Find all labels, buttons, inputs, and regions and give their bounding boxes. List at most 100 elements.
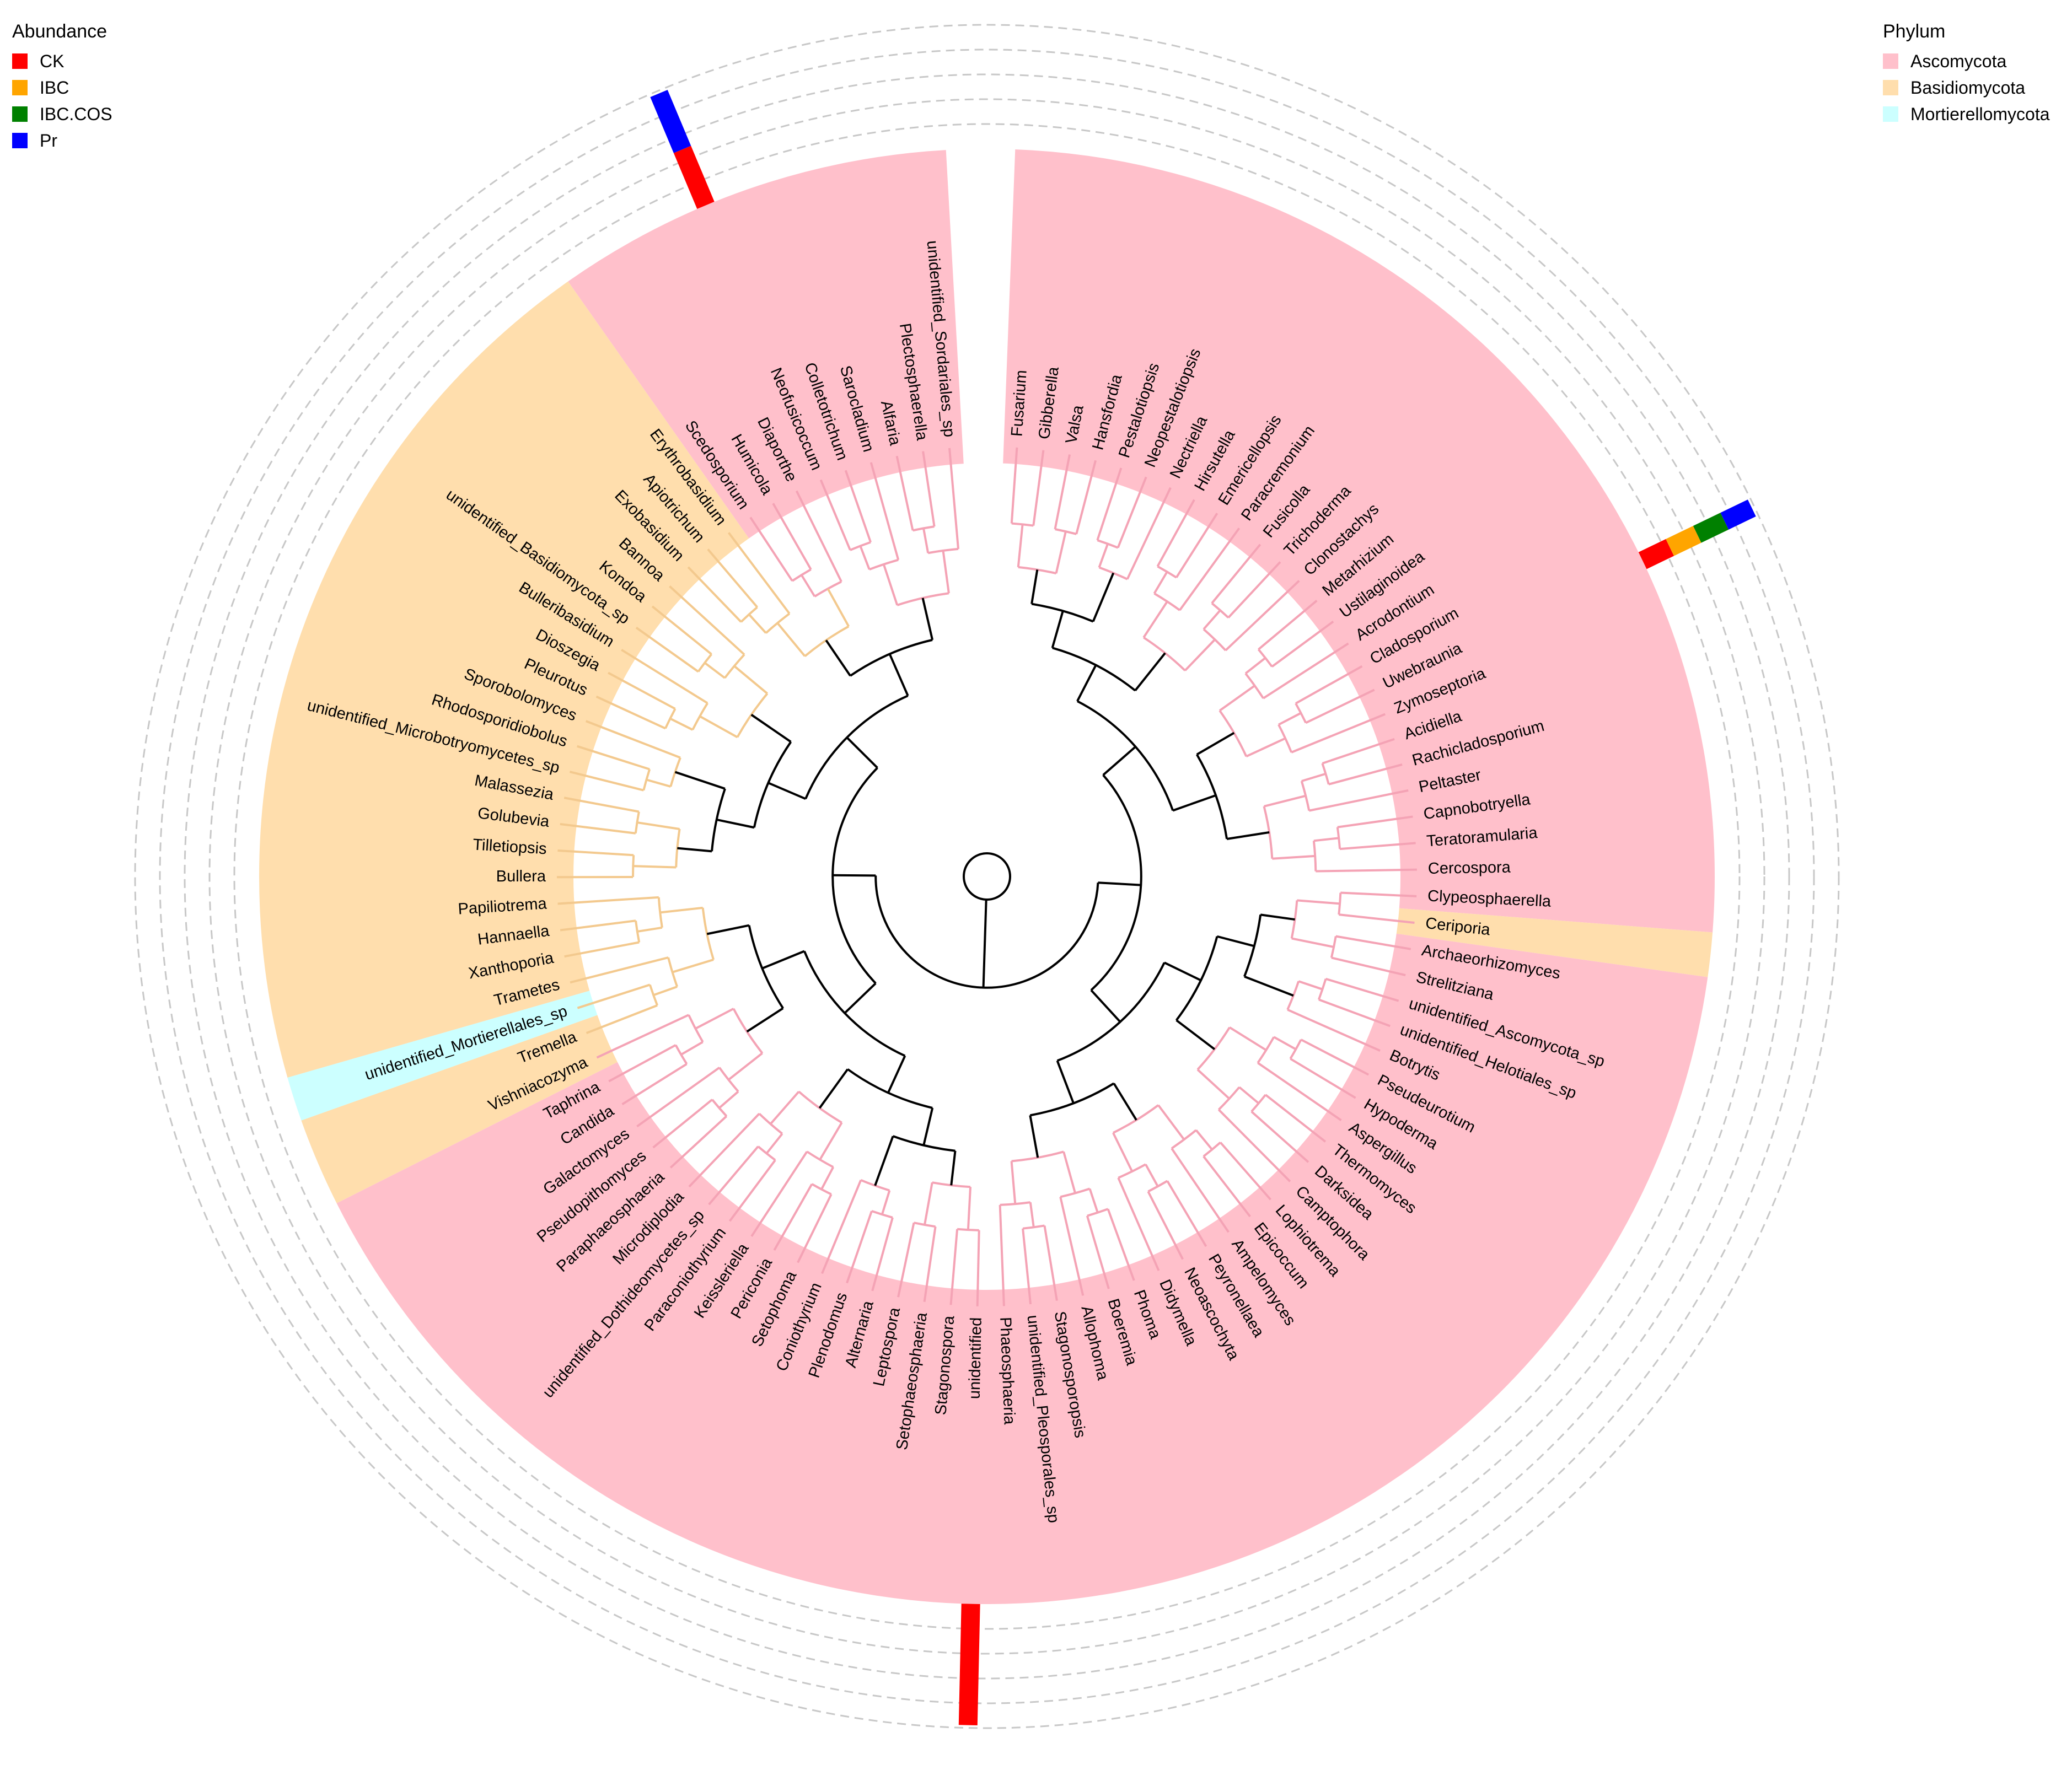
tree-branch	[1116, 476, 1147, 548]
tree-node-arc	[798, 1090, 842, 1124]
tree-branch	[1156, 499, 1195, 567]
tree-root-circle	[963, 852, 1011, 901]
tree-node-arc	[740, 606, 758, 623]
tree-branch	[1010, 447, 1018, 524]
tree-branch	[1322, 738, 1395, 765]
tree-branch	[652, 1099, 713, 1149]
tree-branch	[1157, 1104, 1185, 1140]
tree-branch	[1054, 454, 1071, 530]
tree-branch	[1096, 467, 1123, 541]
tree-branch	[887, 1055, 906, 1094]
tree-branch	[677, 847, 712, 853]
tree-branch	[1290, 1057, 1356, 1099]
tree-branch	[765, 1133, 783, 1154]
tree-branch	[874, 1136, 894, 1186]
tree-branch	[669, 585, 745, 655]
tree-node-arc	[1147, 1180, 1168, 1193]
tree-node-arc	[814, 580, 842, 598]
tree-branch	[844, 982, 877, 1014]
tree-node-arc	[1157, 565, 1177, 579]
tree-branch	[1211, 544, 1262, 604]
tree-branch	[1030, 569, 1039, 604]
tree-branch	[797, 1193, 833, 1263]
tree-branch	[1272, 854, 1316, 860]
tree-node-arc	[806, 1150, 834, 1168]
tree-branch	[761, 950, 805, 970]
tree-node-arc	[1022, 1224, 1045, 1230]
tree-branch	[586, 1004, 658, 1035]
tree-branch	[1217, 1109, 1291, 1182]
tree-branch	[727, 532, 791, 615]
abundance-legend-title: Abundance	[12, 21, 108, 42]
tree-branch	[637, 821, 680, 830]
tree-branch	[1227, 561, 1281, 618]
abundance-bar-segment	[958, 1604, 980, 1725]
tree-node-arc	[688, 1014, 704, 1043]
tree-branch	[819, 479, 851, 551]
tree-branch	[577, 745, 650, 771]
phylum-legend: Phylum Ascomycota Basidiomycota Mortiere…	[1883, 21, 2050, 127]
abundance-bar-segment	[650, 90, 691, 153]
tree-branch	[1172, 794, 1216, 812]
tree-node-arc	[1217, 1086, 1241, 1111]
tree-branch	[1196, 731, 1235, 756]
tree-branch	[1318, 998, 1391, 1027]
tree-branch	[1340, 891, 1417, 897]
dashed-ring	[184, 73, 1790, 1680]
tree-branch	[1032, 450, 1045, 526]
tree-node-arc	[1098, 566, 1128, 580]
tree-branch	[1010, 1161, 1017, 1204]
tree-branch	[1219, 1142, 1272, 1201]
tree-branch	[825, 639, 851, 677]
tree-branch	[1260, 913, 1295, 921]
tree-branch	[728, 1159, 776, 1222]
tree-branch	[769, 1090, 800, 1125]
tree-branch	[1022, 1228, 1032, 1305]
tree-branch	[563, 797, 640, 813]
legend-swatch	[12, 106, 28, 122]
legend-label: Basidiomycota	[1910, 77, 2026, 98]
tip-label: Bullera	[496, 868, 546, 885]
tree-branch	[1098, 881, 1141, 886]
dashed-ring-layer	[134, 24, 1840, 1729]
tree-branch	[1059, 1196, 1085, 1296]
tree-branch	[1055, 531, 1067, 574]
tree-branch	[922, 1107, 934, 1146]
tree-branch	[1195, 1129, 1213, 1150]
tree-branch	[800, 574, 816, 598]
tree-branch	[1271, 620, 1334, 668]
tree-node-arc	[642, 768, 651, 791]
tree-branch	[1226, 831, 1270, 840]
tree-node-arc	[1052, 647, 1136, 692]
tree-branch	[1216, 935, 1255, 948]
tree-branch	[1339, 913, 1415, 924]
tree-node-arc	[1018, 566, 1057, 575]
tree-branch	[767, 782, 806, 800]
tree-branch	[1171, 1148, 1230, 1233]
legend-label: CK	[40, 51, 65, 71]
tree-node-arc	[765, 612, 791, 634]
tree-branch	[595, 695, 666, 730]
tree-branch	[1291, 713, 1386, 754]
legend-item-basidiomycota: Basidiomycota	[1883, 74, 2050, 101]
tree-branch	[1308, 789, 1409, 812]
tree-branch	[1273, 1036, 1297, 1051]
tree-branch	[1056, 1060, 1075, 1104]
tree-branch	[922, 451, 936, 527]
dashed-ring	[208, 98, 1765, 1655]
legend-item-pr: Pr	[12, 127, 112, 154]
tree-branch	[688, 1112, 760, 1188]
tree-branch	[821, 1180, 862, 1274]
tree-branch	[569, 771, 644, 792]
tree-branch	[776, 622, 806, 657]
tree-node-arc	[927, 547, 959, 555]
tree-branch	[1043, 1225, 1058, 1301]
phylum-legend-title: Phylum	[1883, 21, 1946, 42]
tree-branch	[1244, 657, 1266, 675]
tree-branch	[704, 661, 726, 679]
tree-branch	[1142, 601, 1168, 638]
dashed-ring	[134, 24, 1840, 1729]
tree-branch	[1117, 1177, 1160, 1271]
tree-branch	[660, 906, 703, 914]
